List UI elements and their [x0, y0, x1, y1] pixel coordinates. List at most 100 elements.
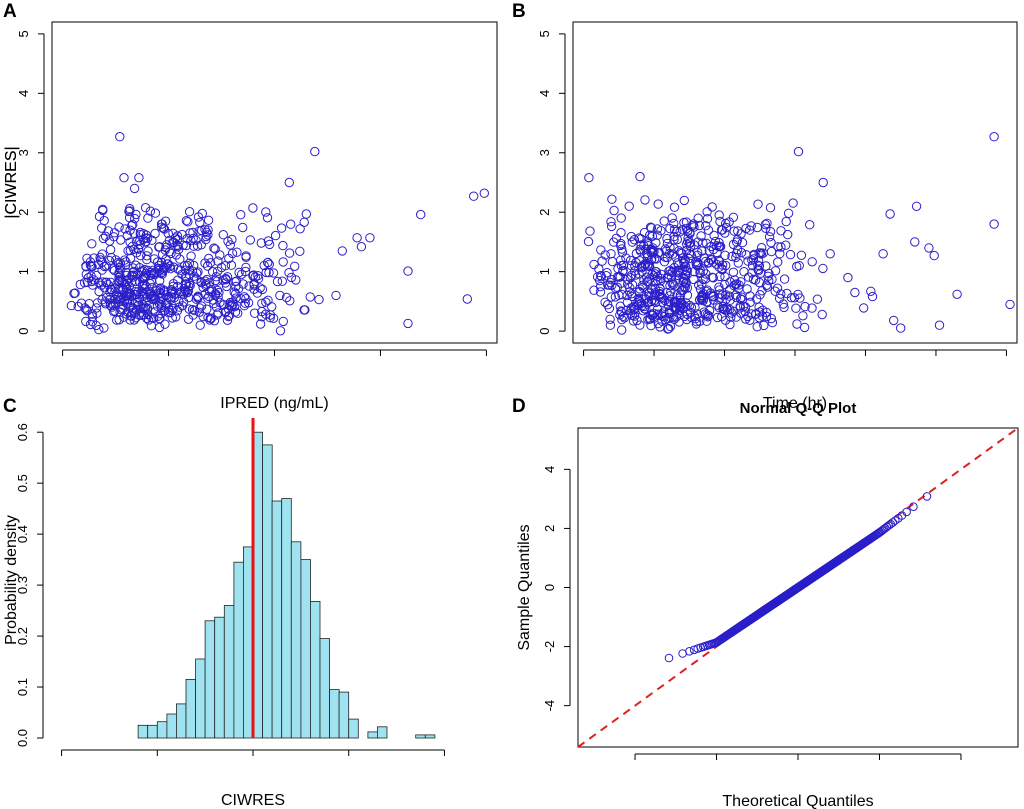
plot-title: Normal Q-Q Plot	[740, 400, 857, 417]
data-point	[676, 297, 686, 308]
data-point	[606, 221, 617, 232]
data-point	[693, 213, 703, 223]
data-point	[365, 233, 375, 243]
data-point	[124, 274, 134, 284]
data-point	[403, 266, 413, 276]
histogram-bar	[309, 601, 321, 739]
data-point	[634, 295, 644, 306]
data-point	[684, 238, 695, 248]
data-point	[672, 290, 682, 300]
data-point	[232, 247, 242, 257]
data-point	[139, 264, 150, 275]
data-point	[644, 288, 654, 298]
y-tick-label: 2	[542, 525, 557, 532]
data-point	[740, 306, 750, 317]
data-point	[141, 236, 151, 247]
histogram-bar	[185, 679, 197, 739]
data-point	[207, 284, 217, 295]
y-tick-label: 0	[542, 584, 557, 591]
data-point	[81, 316, 91, 327]
data-point	[789, 293, 800, 303]
data-point	[139, 289, 149, 299]
data-point	[627, 237, 637, 247]
data-point	[168, 262, 179, 272]
histogram-bar	[348, 718, 359, 739]
data-point	[138, 309, 148, 320]
histogram-bar	[415, 734, 426, 739]
data-point	[765, 226, 776, 237]
data-point	[94, 277, 104, 288]
data-point	[122, 291, 132, 301]
data-point	[223, 311, 234, 322]
data-point	[291, 275, 301, 285]
data-point	[643, 297, 654, 308]
data-point	[178, 289, 189, 299]
data-point	[689, 222, 699, 232]
data-point	[867, 291, 878, 302]
data-point	[193, 292, 203, 302]
data-point	[264, 259, 274, 269]
data-point	[331, 290, 341, 301]
data-point	[241, 262, 251, 273]
data-point	[122, 284, 132, 295]
data-point	[230, 277, 240, 287]
data-point	[589, 259, 599, 270]
data-point	[642, 252, 653, 263]
x-axis-label: Time (hr)	[763, 395, 827, 412]
data-point	[662, 252, 672, 263]
y-axis-label: Probability density	[3, 515, 20, 645]
data-point	[788, 198, 798, 208]
data-point	[196, 301, 207, 311]
data-point	[627, 280, 638, 290]
y-tick-label: 5	[16, 30, 31, 37]
data-point	[606, 292, 616, 302]
data-point	[640, 195, 650, 205]
y-axis-label: |CIWRES|	[3, 146, 20, 218]
data-point	[736, 247, 747, 258]
data-point	[186, 251, 196, 261]
data-point	[125, 253, 136, 263]
data-point	[756, 243, 767, 253]
data-point	[115, 132, 125, 142]
data-point	[183, 217, 193, 227]
panel-b-scatter-time: 0 1 2 3 4 5 Time (hr) |CIWRES|	[3, 21, 1018, 412]
data-point	[159, 263, 170, 274]
data-point	[635, 320, 645, 330]
data-point	[636, 234, 646, 244]
y-tick-label: 1	[537, 268, 552, 275]
data-point	[669, 231, 679, 242]
data-point	[110, 294, 120, 305]
data-point	[110, 306, 120, 316]
data-point	[225, 240, 236, 250]
data-point	[610, 292, 621, 302]
data-point	[142, 251, 152, 261]
data-point	[617, 325, 627, 335]
y-tick-label: 0.6	[15, 423, 30, 441]
data-point	[717, 225, 728, 235]
data-point	[66, 300, 77, 311]
plot-frame	[572, 21, 1018, 344]
data-point	[167, 238, 178, 248]
data-point	[737, 295, 747, 305]
data-point	[168, 279, 179, 289]
histogram-bar	[300, 559, 311, 739]
data-point	[629, 235, 640, 245]
data-point	[229, 287, 239, 297]
data-point	[659, 307, 669, 317]
data-point	[143, 309, 153, 320]
data-point	[934, 320, 945, 330]
data-point	[655, 322, 665, 332]
data-point	[158, 223, 169, 234]
data-point	[650, 269, 660, 279]
data-point	[231, 281, 241, 292]
data-point	[129, 228, 139, 238]
data-point	[275, 326, 286, 336]
data-point	[605, 314, 615, 324]
data-point	[664, 307, 674, 318]
data-point	[680, 282, 690, 292]
data-point	[775, 249, 785, 259]
data-point	[215, 250, 225, 260]
panel-a-scatter-ipred: 0 1 2 3 4 5 IPRED (ng/mL) |CIWRES|	[3, 21, 498, 412]
data-point	[770, 286, 780, 296]
panel-label-a: A	[3, 1, 17, 22]
